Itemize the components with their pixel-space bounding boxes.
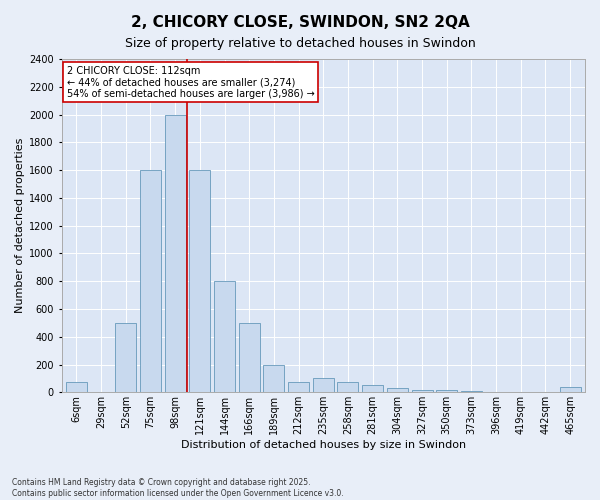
Bar <box>115 323 136 392</box>
Bar <box>412 390 433 392</box>
Bar <box>387 388 408 392</box>
X-axis label: Distribution of detached houses by size in Swindon: Distribution of detached houses by size … <box>181 440 466 450</box>
Bar <box>461 391 482 392</box>
Text: Size of property relative to detached houses in Swindon: Size of property relative to detached ho… <box>125 38 475 51</box>
Bar <box>66 382 87 392</box>
Bar <box>263 364 284 392</box>
Bar <box>337 382 358 392</box>
Bar <box>239 323 260 392</box>
Bar <box>362 386 383 392</box>
Bar <box>214 281 235 392</box>
Text: Contains HM Land Registry data © Crown copyright and database right 2025.
Contai: Contains HM Land Registry data © Crown c… <box>12 478 344 498</box>
Y-axis label: Number of detached properties: Number of detached properties <box>15 138 25 314</box>
Text: 2 CHICORY CLOSE: 112sqm
← 44% of detached houses are smaller (3,274)
54% of semi: 2 CHICORY CLOSE: 112sqm ← 44% of detache… <box>67 66 314 99</box>
Bar <box>140 170 161 392</box>
Bar <box>313 378 334 392</box>
Bar <box>436 390 457 392</box>
Bar <box>164 114 185 392</box>
Bar <box>288 382 309 392</box>
Bar <box>560 386 581 392</box>
Bar <box>190 170 211 392</box>
Text: 2, CHICORY CLOSE, SWINDON, SN2 2QA: 2, CHICORY CLOSE, SWINDON, SN2 2QA <box>131 15 469 30</box>
